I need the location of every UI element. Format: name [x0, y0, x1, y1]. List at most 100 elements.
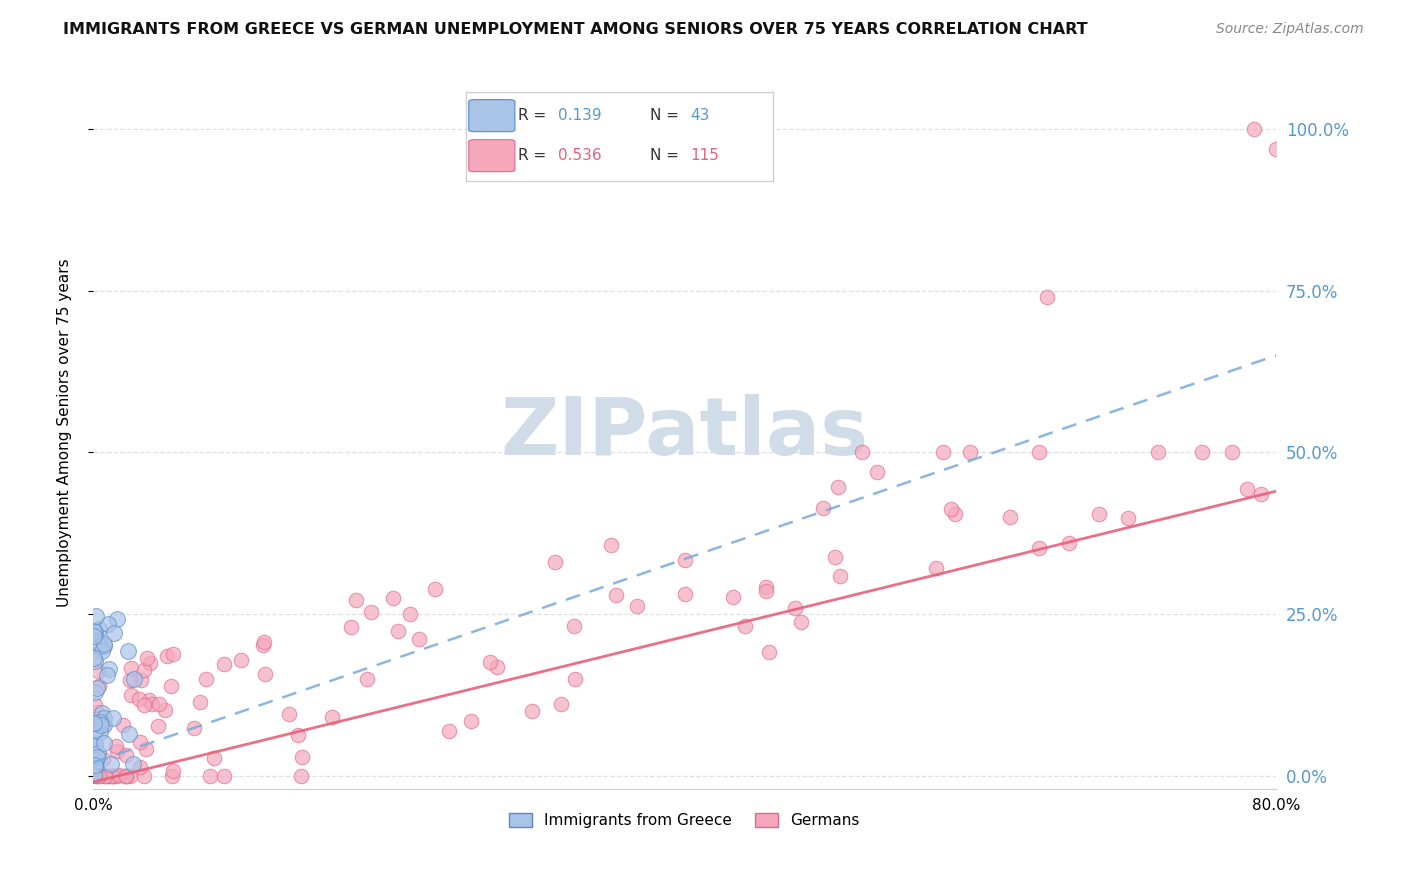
Point	[118, 769, 141, 783]
Point	[86, 681, 108, 695]
Point	[485, 659, 508, 673]
Point	[382, 591, 405, 605]
Point	[202, 751, 225, 765]
Point	[626, 599, 648, 613]
Point	[84, 738, 107, 752]
Point	[277, 706, 299, 721]
Point	[105, 744, 128, 758]
Point	[851, 445, 873, 459]
Point	[114, 769, 136, 783]
Point	[83, 758, 105, 772]
Point	[97, 661, 120, 675]
Point	[93, 711, 115, 725]
Point	[84, 654, 107, 668]
Point	[103, 769, 125, 783]
Point	[356, 672, 378, 686]
Point	[83, 769, 105, 783]
Point	[129, 734, 152, 748]
Point	[939, 502, 962, 516]
Point	[1265, 142, 1288, 156]
Point	[195, 672, 218, 686]
Point	[153, 703, 176, 717]
Point	[790, 615, 813, 629]
Point	[93, 737, 115, 751]
Point	[1250, 487, 1272, 501]
Point	[83, 650, 105, 665]
Point	[1028, 445, 1050, 459]
Point	[120, 688, 142, 702]
Point	[97, 769, 120, 783]
Point	[86, 750, 108, 764]
Point	[811, 500, 834, 515]
Point	[101, 769, 124, 783]
Point	[1116, 511, 1139, 525]
Point	[83, 629, 105, 643]
Point	[141, 698, 163, 712]
Point	[96, 769, 118, 783]
Point	[550, 697, 572, 711]
Point	[156, 649, 179, 664]
Point	[105, 612, 128, 626]
Point	[83, 723, 105, 738]
Point	[824, 549, 846, 564]
Point	[84, 698, 107, 713]
Point	[998, 509, 1021, 524]
Point	[1146, 445, 1168, 459]
Point	[89, 715, 111, 730]
Point	[115, 747, 138, 762]
Point	[90, 706, 112, 720]
Point	[90, 718, 112, 732]
Point	[183, 721, 205, 735]
Point	[460, 714, 482, 728]
Point	[522, 704, 544, 718]
Point	[146, 719, 169, 733]
Point	[423, 582, 446, 597]
Point	[94, 769, 117, 783]
Point	[89, 639, 111, 653]
Point	[83, 768, 105, 782]
Point	[287, 728, 309, 742]
Point	[136, 651, 159, 665]
Point	[100, 756, 122, 771]
Point	[105, 739, 128, 753]
Point	[139, 656, 162, 670]
Point	[83, 739, 105, 753]
Point	[673, 587, 696, 601]
Point	[605, 588, 627, 602]
Point	[129, 760, 152, 774]
Point	[755, 580, 778, 594]
Point	[122, 756, 145, 771]
Point	[84, 684, 107, 698]
Point	[1220, 445, 1243, 459]
Point	[89, 724, 111, 739]
Point	[1191, 445, 1213, 459]
Point	[1057, 535, 1080, 549]
Point	[87, 664, 110, 678]
Point	[86, 716, 108, 731]
Point	[86, 634, 108, 648]
Point	[1087, 507, 1109, 521]
Point	[90, 644, 112, 658]
Point	[1236, 482, 1258, 496]
Point	[101, 769, 124, 783]
Point	[673, 553, 696, 567]
Point	[128, 692, 150, 706]
Point	[229, 653, 252, 667]
Point	[107, 769, 129, 783]
Point	[291, 749, 314, 764]
Point	[129, 673, 152, 687]
Point	[408, 632, 430, 646]
Point	[87, 769, 110, 783]
Point	[87, 746, 110, 760]
Point	[360, 605, 382, 619]
Point	[84, 626, 107, 640]
Point	[134, 769, 156, 783]
Point	[138, 693, 160, 707]
Point	[93, 640, 115, 654]
Point	[562, 619, 585, 633]
Legend: Immigrants from Greece, Germans: Immigrants from Greece, Germans	[503, 807, 866, 834]
Point	[783, 601, 806, 615]
Point	[84, 754, 107, 768]
Point	[86, 705, 108, 719]
Text: ZIPatlas: ZIPatlas	[501, 394, 869, 472]
